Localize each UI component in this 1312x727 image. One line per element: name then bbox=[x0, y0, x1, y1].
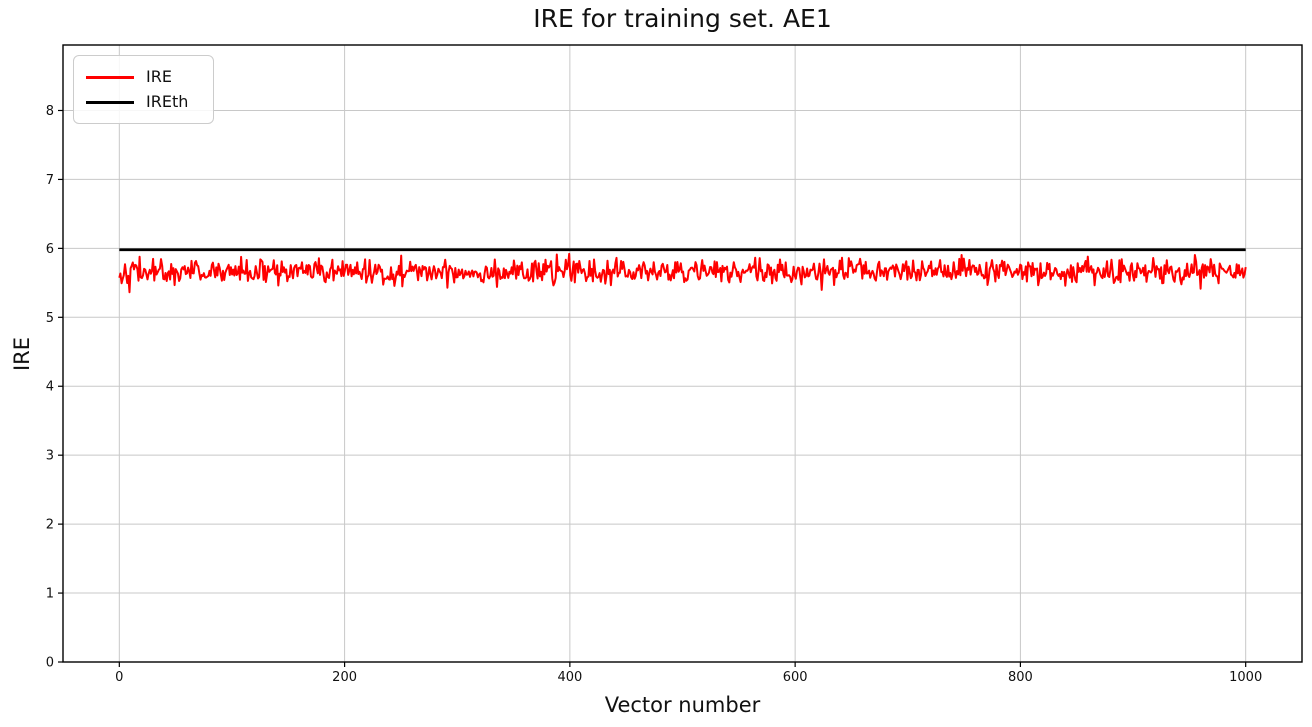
legend-entry-ire: IRE bbox=[86, 69, 213, 85]
legend-entry-ireth: IREth bbox=[86, 94, 213, 110]
y-axis-label: IRE bbox=[10, 336, 34, 372]
legend-line-sample-ire bbox=[86, 75, 134, 79]
y-tick-label: 6 bbox=[46, 242, 54, 257]
y-tick-label: 4 bbox=[46, 380, 54, 395]
y-tick-label: 8 bbox=[46, 104, 54, 119]
x-tick-label: 400 bbox=[557, 670, 582, 685]
ire-series-line bbox=[118, 252, 1247, 294]
chart-title: IRE for training set. AE1 bbox=[533, 4, 832, 33]
y-tick-label: 1 bbox=[46, 587, 54, 602]
y-tick-label: 7 bbox=[46, 173, 54, 188]
x-tick-label: 200 bbox=[332, 670, 357, 685]
legend-line-sample-ireth bbox=[86, 100, 134, 104]
x-tick-label: 0 bbox=[115, 670, 123, 685]
legend-label-ire: IRE bbox=[146, 67, 172, 86]
y-tick-label: 0 bbox=[46, 656, 54, 671]
x-axis-label: Vector number bbox=[604, 693, 761, 717]
x-tick-label: 600 bbox=[783, 670, 808, 685]
legend: IRE IREth bbox=[73, 55, 214, 124]
y-tick-label: 2 bbox=[46, 518, 54, 533]
x-tick-label: 1000 bbox=[1229, 670, 1262, 685]
legend-label-ireth: IREth bbox=[146, 92, 189, 111]
y-tick-label: 5 bbox=[46, 311, 54, 326]
plot-border bbox=[62, 44, 1303, 663]
y-tick-label: 3 bbox=[46, 449, 54, 464]
x-tick-label: 800 bbox=[1008, 670, 1033, 685]
